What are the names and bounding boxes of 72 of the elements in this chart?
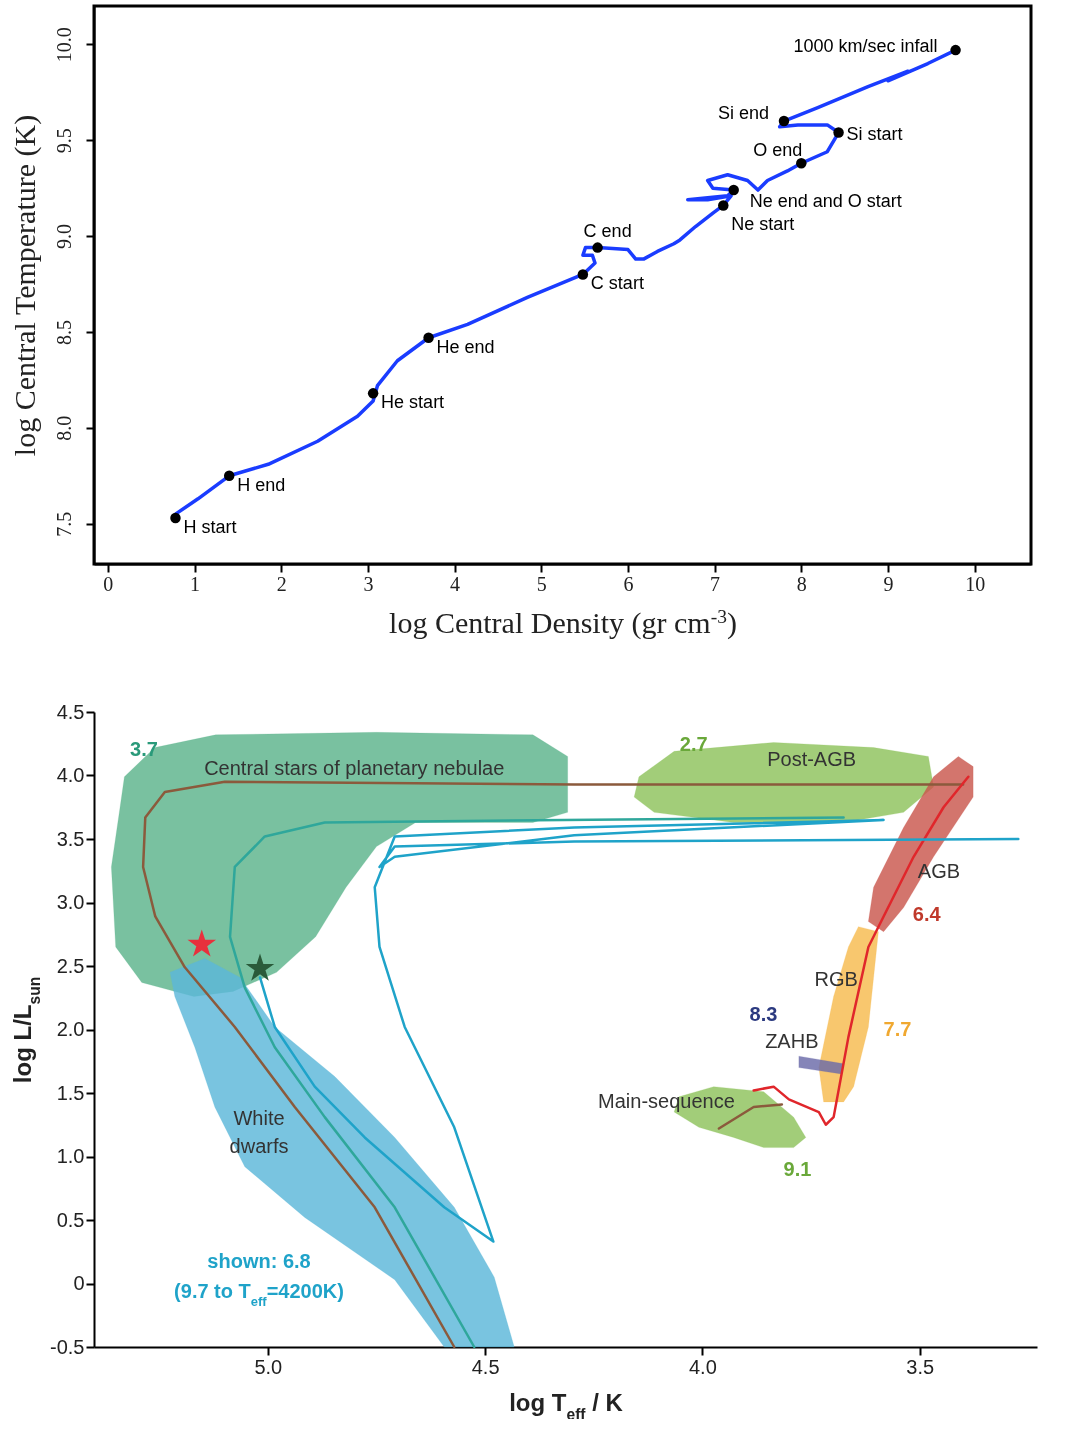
- x-tick-label: 4.5: [471, 1355, 500, 1378]
- y-tick-label: 3.5: [56, 827, 85, 850]
- annotation: C start: [590, 273, 644, 294]
- y-tick-label: 7.5: [52, 511, 75, 537]
- annotation: 7.7: [883, 1018, 912, 1041]
- y-tick-label: 1.0: [56, 1145, 85, 1167]
- annotation: Post-AGB: [767, 748, 857, 771]
- annotation: 9.1: [783, 1157, 812, 1180]
- annotation: shown: 6.8: [207, 1249, 311, 1272]
- x-tick-label: 3: [363, 572, 374, 595]
- y-tick-label: 3.0: [56, 891, 85, 913]
- point: [950, 44, 961, 56]
- annotation: Central stars of planetary nebulae: [204, 757, 505, 780]
- x-tick-label: 5: [536, 572, 547, 595]
- point: [577, 269, 589, 280]
- x-tick-label: 5.0: [254, 1355, 283, 1378]
- x-axis-title: log T$_{eff}$ / K: [509, 1388, 624, 1422]
- y-tick-label: 2.0: [56, 1018, 85, 1040]
- x-tick-label: 4.0: [688, 1355, 717, 1378]
- y-tick-label: -0.5: [50, 1335, 85, 1358]
- point: [423, 332, 434, 343]
- annotation: H start: [183, 516, 237, 537]
- line-series: [752, 775, 970, 1126]
- point: [778, 115, 790, 127]
- annotation: 1000 km/sec infall: [793, 36, 938, 57]
- annotation: O end: [753, 140, 803, 161]
- annotation: ZAHB: [765, 1030, 819, 1053]
- x-tick-label: 7: [710, 572, 721, 595]
- y-tick-label: 10.0: [52, 27, 75, 63]
- point: [592, 242, 603, 253]
- x-tick-label: 9: [883, 572, 894, 595]
- point: [718, 200, 729, 211]
- x-tick-label: 6: [623, 572, 634, 595]
- annotation: (9.7 to T$_{eff}$=4200K): [174, 1279, 344, 1309]
- annotation: White: [233, 1107, 285, 1130]
- x-tick-label: 3.5: [906, 1355, 935, 1378]
- x-tick-label: 10: [965, 572, 986, 595]
- x-tick-label: 0: [103, 572, 114, 595]
- annotation: He end: [436, 336, 495, 357]
- y-tick-label: 8.0: [52, 415, 75, 441]
- x-tick-label: 2: [276, 572, 287, 595]
- x-tick-label: 1: [190, 572, 201, 595]
- point: [367, 388, 379, 399]
- annotation: Si end: [717, 103, 769, 124]
- x-axis-title: log Central Density (gr cm$^{-3}$): [389, 605, 737, 640]
- annotation: 8.3: [749, 1002, 778, 1025]
- y-tick-label: 2.5: [56, 954, 85, 977]
- annotation: 2.7: [679, 733, 708, 756]
- point: [796, 158, 807, 169]
- y-axis-title: log Central Temperature (K): [7, 114, 42, 457]
- annotation: Ne start: [731, 214, 795, 235]
- y-tick-label: 4.5: [56, 700, 85, 723]
- annotation: Si start: [846, 123, 903, 144]
- point: [833, 127, 844, 138]
- y-tick-label: 0.5: [56, 1208, 85, 1231]
- y-tick-label: 9.0: [52, 224, 75, 250]
- x-tick-label: 4: [450, 572, 461, 595]
- annotation: Ne end and O start: [749, 191, 902, 212]
- annotation: H end: [237, 474, 286, 495]
- annotation: 3.7: [130, 738, 158, 761]
- x-tick-label: 8: [796, 572, 807, 595]
- annotation: He start: [381, 392, 445, 413]
- y-tick-label: 4.0: [56, 764, 85, 786]
- point: [223, 470, 235, 482]
- annotation: C end: [583, 220, 632, 241]
- point: [170, 512, 181, 524]
- y-tick-label: 1.5: [56, 1081, 85, 1104]
- y-tick-label: 0: [73, 1272, 85, 1294]
- y-tick-label: 9.5: [52, 128, 75, 154]
- annotation: 6.4: [912, 903, 942, 926]
- point: [728, 184, 739, 196]
- y-tick-label: 8.5: [52, 319, 75, 345]
